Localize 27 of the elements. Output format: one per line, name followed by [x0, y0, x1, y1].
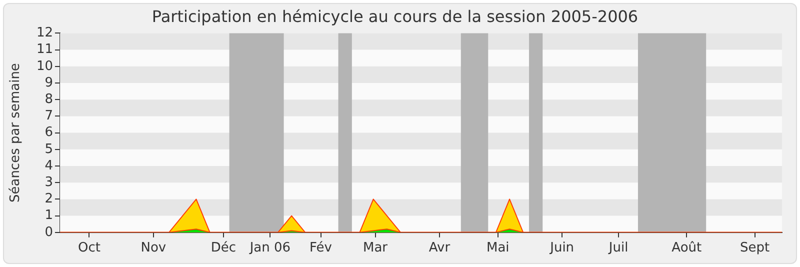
x-tick-label: Fév — [310, 240, 332, 256]
x-tick-label: Juil — [608, 240, 628, 256]
x-tick-label: Jan 06 — [248, 240, 291, 256]
x-tick-label: Mai — [486, 240, 510, 256]
x-tick-label: Nov — [140, 240, 166, 256]
y-tick-label: 6 — [44, 125, 53, 140]
y-tick-label: 5 — [44, 142, 53, 157]
y-tick-label: 11 — [36, 42, 53, 58]
x-tick-label: Août — [672, 240, 702, 256]
x-tick-label: Juin — [549, 240, 574, 256]
x-tick-label: Avr — [428, 240, 451, 256]
y-tick-label: 0 — [44, 224, 53, 240]
y-tick-label: 10 — [36, 58, 53, 74]
y-tick-label: 7 — [44, 108, 53, 124]
y-tick-label: 4 — [44, 158, 53, 174]
y-tick-label: 12 — [36, 26, 53, 41]
x-tick-label: Déc — [210, 240, 236, 256]
y-tick-label: 1 — [44, 208, 53, 224]
x-tick-label: Sept — [740, 240, 770, 256]
y-axis-title: Séances par semaine — [8, 63, 24, 203]
y-tick-label: 9 — [44, 75, 53, 90]
chart-title: Participation en hémicycle au cours de la session 2005-2006 — [152, 6, 638, 26]
x-tick-label: Oct — [78, 240, 100, 256]
x-tick-label: Mar — [363, 240, 388, 256]
y-tick-label: 3 — [44, 174, 53, 190]
y-tick-label: 8 — [44, 92, 53, 107]
y-tick-label: 2 — [44, 192, 53, 207]
